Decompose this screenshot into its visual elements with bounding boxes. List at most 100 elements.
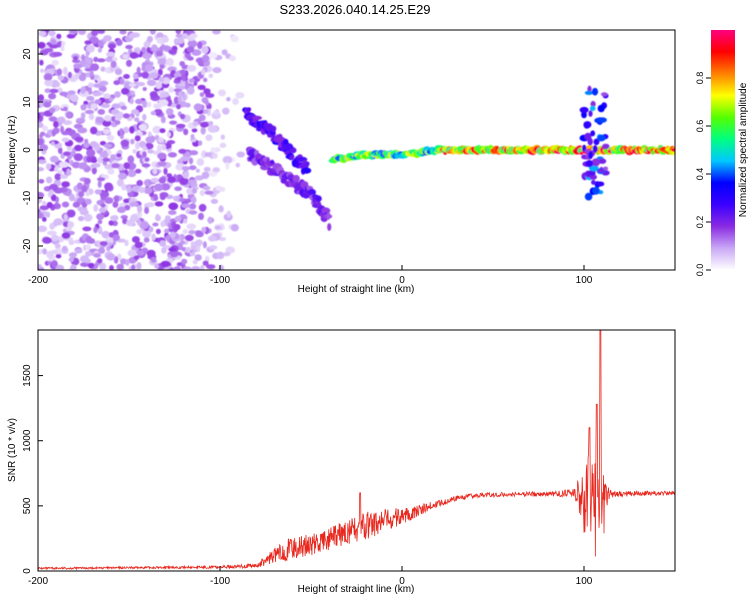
- noise-cell: [79, 255, 90, 263]
- noise-cell: [56, 116, 66, 124]
- noise-cell: [181, 203, 191, 209]
- noise-cell: [184, 234, 194, 242]
- noise-cell: [179, 61, 185, 67]
- noise-cell: [219, 142, 227, 148]
- noise-cell: [204, 152, 212, 158]
- noise-cell: [123, 198, 129, 204]
- noise-cell: [84, 177, 91, 185]
- noise-cell: [208, 245, 218, 250]
- noise-cell: [218, 205, 224, 213]
- noise-cell: [85, 251, 92, 257]
- noise-cell: [189, 203, 197, 210]
- noise-cell: [130, 138, 135, 145]
- noise-cell: [182, 171, 190, 179]
- noise-cell: [210, 198, 219, 204]
- noise-cell: [97, 109, 106, 115]
- noise-cell: [87, 82, 94, 88]
- noise-cell: [207, 216, 213, 224]
- noise-cell: [49, 189, 54, 196]
- noise-cell: [232, 98, 239, 105]
- noise-cell: [84, 40, 92, 45]
- noise-cell: [135, 168, 142, 174]
- noise-cell: [122, 54, 129, 59]
- spike-cell: [597, 117, 607, 123]
- branch-cell: [327, 223, 332, 231]
- x-tick-label: 0: [399, 576, 405, 587]
- noise-cell: [45, 163, 52, 170]
- branch-cell: [289, 154, 295, 161]
- noise-cell: [192, 121, 199, 127]
- noise-cell: [181, 73, 186, 82]
- noise-cell: [127, 249, 137, 257]
- noise-cell: [88, 262, 95, 269]
- noise-cell: [139, 221, 149, 230]
- noise-cell: [107, 168, 115, 175]
- noise-cell: [127, 155, 135, 164]
- noise-cell: [230, 223, 239, 232]
- noise-cell: [53, 218, 64, 226]
- noise-cell: [132, 149, 137, 154]
- noise-cell: [38, 197, 43, 204]
- noise-cell: [68, 257, 75, 263]
- noise-cell: [88, 113, 95, 121]
- noise-cell: [49, 222, 56, 230]
- noise-cell: [202, 241, 207, 249]
- noise-cell: [48, 93, 57, 100]
- noise-cell: [189, 251, 196, 257]
- noise-cell: [179, 113, 186, 120]
- noise-cell: [182, 266, 192, 270]
- noise-cell: [74, 136, 84, 143]
- noise-cell: [128, 82, 137, 87]
- spike-cell: [597, 104, 605, 113]
- noise-cell: [80, 112, 86, 120]
- noise-cell: [116, 263, 124, 270]
- noise-cell: [122, 126, 130, 134]
- noise-cell: [223, 251, 231, 257]
- colorbar-tick-label: 0.0: [695, 264, 705, 277]
- noise-cell: [94, 99, 102, 105]
- noise-cell: [141, 46, 147, 53]
- colorbar-tick-label: 0.2: [695, 216, 705, 229]
- noise-cell: [102, 119, 112, 127]
- noise-cell: [160, 260, 171, 268]
- noise-cell: [106, 134, 115, 141]
- snr-frame: [37, 329, 676, 572]
- noise-cell: [157, 137, 164, 143]
- noise-cell: [79, 209, 89, 216]
- y-tick-label: 20: [22, 48, 33, 60]
- spectrogram-x-axis-label: Height of straight line (km): [298, 284, 415, 295]
- noise-cell: [60, 44, 65, 52]
- noise-cell: [110, 215, 118, 221]
- noise-cell: [38, 138, 44, 146]
- noise-cell: [125, 219, 135, 227]
- noise-cell: [111, 109, 120, 114]
- noise-cell: [84, 138, 89, 144]
- noise-cell: [145, 64, 154, 72]
- noise-cell: [170, 251, 179, 258]
- spike-cell: [597, 134, 606, 142]
- noise-cell: [205, 134, 213, 141]
- noise-cell: [65, 113, 72, 118]
- noise-cell: [61, 232, 71, 239]
- noise-cell: [210, 147, 216, 153]
- noise-cell: [148, 72, 159, 79]
- y-tick-label: 0: [22, 568, 33, 574]
- noise-cell: [38, 167, 45, 172]
- noise-cell: [90, 126, 98, 135]
- noise-cell: [83, 213, 93, 222]
- noise-cell: [134, 241, 143, 249]
- noise-cell: [54, 166, 59, 172]
- noise-cell: [168, 49, 177, 55]
- noise-cell: [136, 179, 143, 187]
- noise-cell: [214, 110, 220, 116]
- noise-cell: [194, 254, 202, 261]
- noise-cell: [136, 262, 142, 270]
- signal-cell: [670, 147, 675, 152]
- noise-cell: [108, 43, 117, 49]
- noise-cell: [63, 151, 71, 156]
- colorbar-ticks: 0.0 0.2 0.4 0.6 0.8: [695, 72, 711, 277]
- noise-cell: [179, 240, 186, 245]
- noise-cell: [212, 152, 218, 159]
- noise-cell: [54, 81, 61, 88]
- noise-cell: [120, 258, 127, 265]
